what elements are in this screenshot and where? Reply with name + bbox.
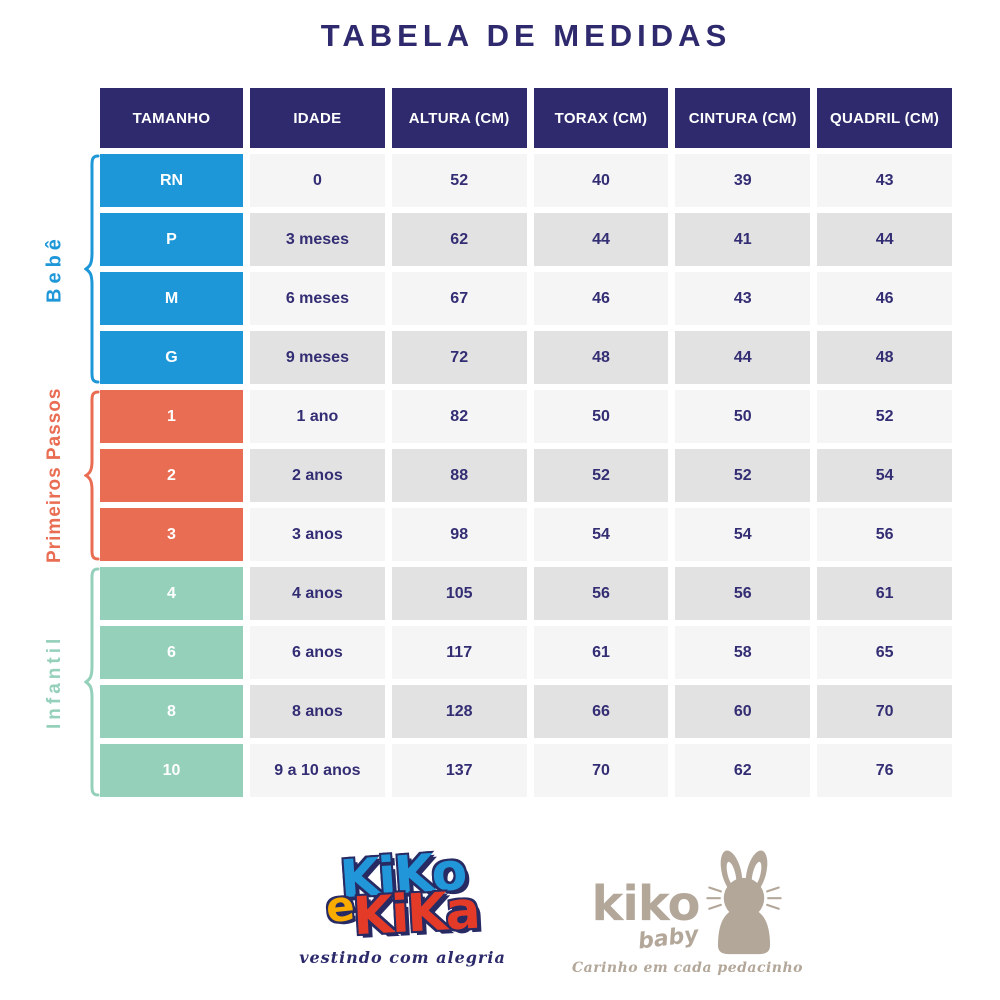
- table-cell: 76: [817, 744, 952, 797]
- column-header-altura: ALTURA (CM): [391, 88, 527, 148]
- table-cell: 52: [391, 154, 527, 207]
- table-cell: 52: [817, 390, 952, 443]
- column-header-idade: IDADE: [250, 88, 385, 148]
- table-cell: 48: [817, 331, 952, 384]
- table-cell: 44: [533, 213, 669, 266]
- size-cell: 1: [100, 390, 243, 443]
- table-cell: 54: [675, 508, 811, 561]
- table-cell: 66: [533, 685, 669, 738]
- kiko-baby-sub-wordmark: baby: [636, 922, 700, 955]
- kiko-e-kika-tagline: vestindo com alegria: [299, 948, 506, 967]
- column-header-cintura: CINTURA (CM): [675, 88, 811, 148]
- group-label-bebe: Bebê: [43, 234, 66, 304]
- table-cell: 56: [675, 567, 811, 620]
- table-cell: 3 anos: [250, 508, 385, 561]
- infantil-group-brace-icon: [84, 567, 100, 797]
- table-cell: 50: [533, 390, 669, 443]
- table-cell: 60: [675, 685, 811, 738]
- table-cell: 105: [391, 567, 527, 620]
- table-cell: 70: [533, 744, 669, 797]
- table-cell: 41: [675, 213, 811, 266]
- table-cell: 48: [533, 331, 669, 384]
- kiko-baby-wordmark: kiko: [591, 876, 701, 932]
- kiko-e-kika-logo: KiKo eKiKa vestindo com alegria: [285, 842, 520, 967]
- table-cell: 65: [817, 626, 952, 679]
- table-cell: 56: [533, 567, 669, 620]
- size-cell: 4: [100, 567, 243, 620]
- table-cell: 50: [675, 390, 811, 443]
- size-cell: 10: [100, 744, 243, 797]
- table-cell: 6 meses: [250, 272, 385, 325]
- table-cell: 8 anos: [250, 685, 385, 738]
- table-cell: 4 anos: [250, 567, 385, 620]
- column-header-tamanho: TAMANHO: [100, 88, 243, 148]
- group-label-primeiros-passos: Primeiros Passos: [44, 387, 65, 564]
- table-cell: 54: [533, 508, 669, 561]
- table-cell: 44: [817, 213, 952, 266]
- page-title: TABELA DE MEDIDAS: [320, 18, 732, 53]
- table-cell: 137: [391, 744, 527, 797]
- table-cell: 44: [675, 331, 811, 384]
- table-cell: 39: [675, 154, 811, 207]
- size-cell: 6: [100, 626, 243, 679]
- bebe-group-brace-icon: [84, 154, 100, 384]
- bunny-icon: [706, 850, 783, 955]
- table-cell: 1 ano: [250, 390, 385, 443]
- table-cell: 56: [817, 508, 952, 561]
- table-cell: 62: [391, 213, 527, 266]
- table-cell: 70: [817, 685, 952, 738]
- table-cell: 9 a 10 anos: [250, 744, 385, 797]
- table-cell: 2 anos: [250, 449, 385, 502]
- table-cell: 52: [533, 449, 669, 502]
- primeiros-passos-group-brace-icon: [84, 390, 100, 561]
- kiko-baby-logo: kiko baby Carinho em cada pe: [570, 848, 805, 976]
- table-cell: 61: [533, 626, 669, 679]
- size-cell: 3: [100, 508, 243, 561]
- table-cell: 43: [817, 154, 952, 207]
- table-cell: 43: [675, 272, 811, 325]
- size-cell: 8: [100, 685, 243, 738]
- table-cell: 67: [391, 272, 527, 325]
- column-header-quadril: QUADRIL (CM): [817, 88, 952, 148]
- table-cell: 98: [391, 508, 527, 561]
- table-cell: 6 anos: [250, 626, 385, 679]
- size-cell: RN: [100, 154, 243, 207]
- table-cell: 46: [533, 272, 669, 325]
- measurement-table: TAMANHO IDADE ALTURA (CM) TORAX (CM) CIN…: [100, 88, 952, 797]
- table-cell: 46: [817, 272, 952, 325]
- table-cell: 40: [533, 154, 669, 207]
- size-cell: P: [100, 213, 243, 266]
- group-label-infantil: Infantil: [44, 634, 65, 730]
- table-cell: 3 meses: [250, 213, 385, 266]
- size-cell: G: [100, 331, 243, 384]
- table-cell: 128: [391, 685, 527, 738]
- table-cell: 61: [817, 567, 952, 620]
- table-cell: 88: [391, 449, 527, 502]
- column-header-torax: TORAX (CM): [533, 88, 669, 148]
- table-cell: 82: [391, 390, 527, 443]
- table-cell: 0: [250, 154, 385, 207]
- kika-wordmark: KiKa: [351, 880, 480, 948]
- kiko-baby-tagline: Carinho em cada pedacinho: [572, 960, 803, 976]
- table-cell: 62: [675, 744, 811, 797]
- table-cell: 54: [817, 449, 952, 502]
- table-cell: 72: [391, 331, 527, 384]
- table-cell: 52: [675, 449, 811, 502]
- table-cell: 117: [391, 626, 527, 679]
- table-cell: 58: [675, 626, 811, 679]
- size-cell: M: [100, 272, 243, 325]
- size-cell: 2: [100, 449, 243, 502]
- table-cell: 9 meses: [250, 331, 385, 384]
